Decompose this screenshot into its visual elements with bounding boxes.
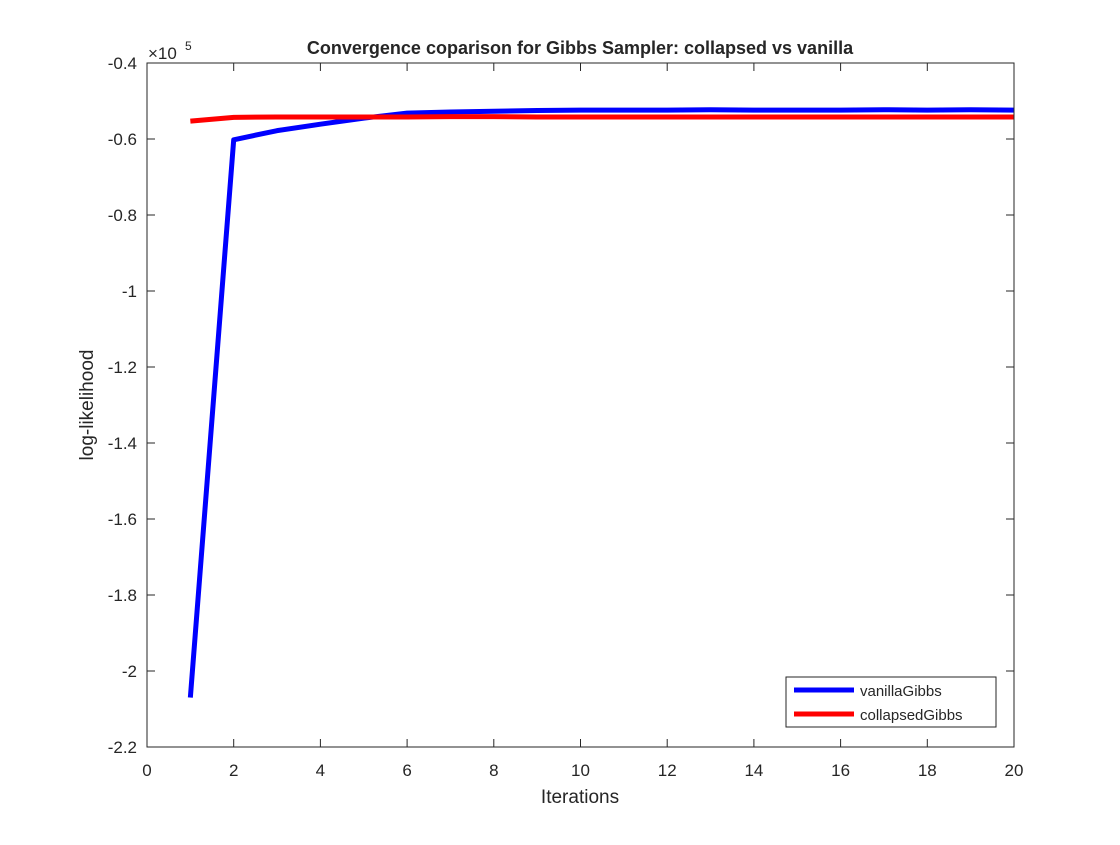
- series-layer: [187, 107, 1015, 698]
- y-tick-label: -1: [122, 282, 137, 301]
- y-exponent-base: ×10: [148, 44, 177, 63]
- y-tick-label: -0.4: [108, 54, 137, 73]
- legend: vanillaGibbs collapsedGibbs: [785, 676, 997, 728]
- y-axis-exponent: ×10 5: [148, 39, 192, 63]
- x-tick-label: 10: [571, 761, 590, 780]
- x-tick-label: 8: [489, 761, 498, 780]
- x-tick-label: 18: [918, 761, 937, 780]
- y-exponent-power: 5: [185, 39, 192, 53]
- x-tick-label: 0: [142, 761, 151, 780]
- series-line-collapsedGibbs: [190, 114, 1014, 124]
- y-tick-label: -0.8: [108, 206, 137, 225]
- y-tick-label: -1.6: [108, 510, 137, 529]
- x-tick-label: 6: [402, 761, 411, 780]
- x-tick-label: 12: [658, 761, 677, 780]
- y-tick-label: -1.2: [108, 358, 137, 377]
- legend-box: [785, 676, 997, 728]
- legend-label-collapsed: collapsedGibbs: [860, 707, 963, 724]
- y-axis-label: log-likelihood: [77, 350, 98, 461]
- legend-label-vanilla: vanillaGibbs: [860, 683, 942, 700]
- series-line-vanillaGibbs: [187, 107, 1015, 698]
- x-axis-label: Iterations: [541, 787, 619, 808]
- y-tick-label: -1.4: [108, 434, 137, 453]
- x-tick-label: 16: [831, 761, 850, 780]
- plot-frame: [146, 62, 1015, 748]
- x-tick-label: 4: [316, 761, 325, 780]
- x-tick-label: 20: [1005, 761, 1024, 780]
- x-axis-ticks: 0 2 4 6 8 10 12 14 16 18 20: [142, 63, 1023, 780]
- x-tick-label: 2: [229, 761, 238, 780]
- y-tick-label: -2.2: [108, 738, 137, 757]
- y-axis-ticks: -2.2 -2 -1.8 -1.6 -1.4 -1.2 -1 -0.8 -0.6 -0.4: [108, 54, 1014, 757]
- y-tick-label: -1.8: [108, 586, 137, 605]
- chart-title: Convergence coparison for Gibbs Sampler:…: [307, 38, 854, 58]
- y-tick-label: -2: [122, 662, 137, 681]
- y-tick-label: -0.6: [108, 130, 137, 149]
- x-tick-label: 14: [744, 761, 763, 780]
